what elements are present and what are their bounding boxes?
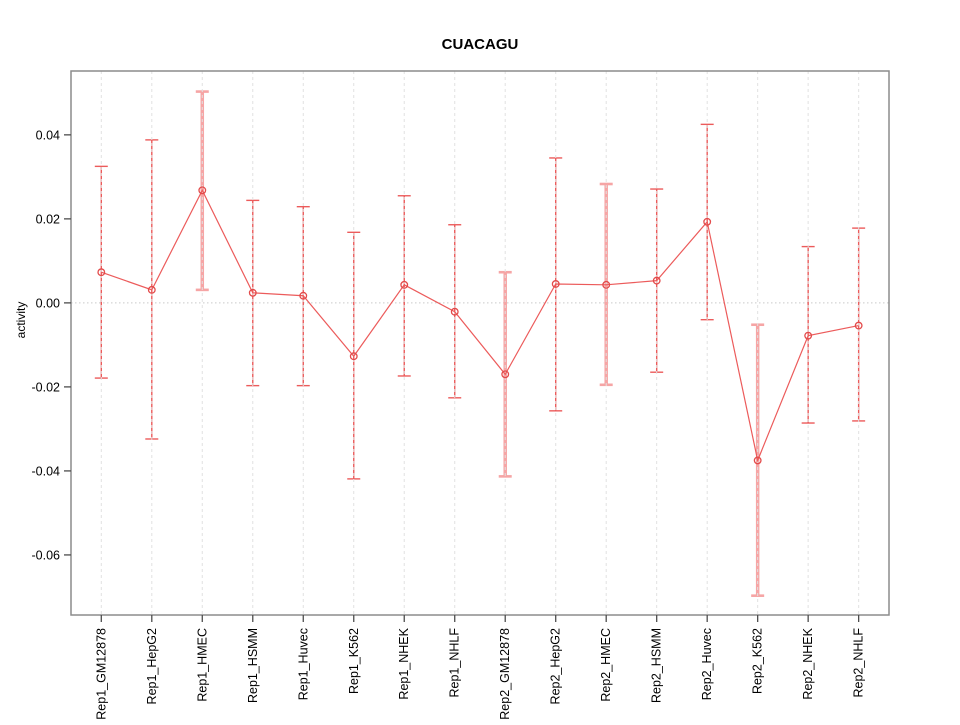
data-point-marker [147, 285, 156, 294]
x-tick-label: Rep2_HepG2 [549, 628, 563, 704]
data-line [101, 188, 859, 463]
data-point-marker [551, 280, 560, 288]
data-point-marker [804, 331, 813, 340]
data-point-marker [450, 307, 459, 316]
x-tick-label: Rep1_NHLF [448, 628, 462, 698]
x-tick-label: Rep1_GM12878 [94, 628, 108, 720]
data-point-marker [753, 456, 762, 465]
data-point-marker [602, 280, 611, 289]
x-tick-label: Rep2_NHEK [801, 627, 815, 699]
y-tick-label: 0.02 [36, 212, 60, 226]
data-point-marker [349, 352, 358, 361]
x-tick-label: Rep1_HSMM [246, 628, 260, 703]
y-tick-label: 0.00 [36, 296, 60, 310]
y-tick-label: -0.02 [32, 380, 61, 394]
data-point-marker [703, 217, 712, 226]
data-point-marker [652, 276, 661, 285]
chart-title: CUACAGU [442, 36, 519, 53]
data-point-marker [854, 321, 863, 330]
x-tick-label: Rep2_K562 [751, 628, 765, 694]
data-point-marker [248, 288, 257, 297]
x-tick-label: Rep2_NHLF [852, 628, 866, 698]
data-point-marker [198, 186, 207, 195]
plot-box [70, 70, 890, 616]
error-bar [397, 195, 411, 377]
y-tick-label: -0.06 [32, 548, 61, 562]
y-tick-label: 0.04 [36, 128, 60, 142]
y-axis-label: activity [14, 302, 28, 339]
data-point-marker [400, 280, 409, 289]
x-tick-label: Rep2_HSMM [650, 628, 664, 703]
x-tick-label: Rep1_Huvec [296, 628, 310, 700]
x-tick-label: Rep2_GM12878 [498, 628, 512, 720]
x-tick-label: Rep1_HMEC [195, 628, 209, 702]
data-point-marker [299, 291, 308, 300]
x-tick-label: Rep1_HepG2 [145, 628, 159, 704]
x-tick-label: Rep2_HMEC [599, 628, 613, 702]
data-point-marker [97, 268, 106, 277]
x-tick-label: Rep2_Huvec [700, 628, 714, 700]
x-tick-label: Rep1_NHEK [397, 627, 411, 699]
x-tick-label: Rep1_K562 [347, 628, 361, 694]
y-tick-label: -0.04 [32, 464, 61, 478]
chart-plot-area: 0.04 0.02 0.00 -0.02 -0.04 -0.06 Rep1_GM12878 R… [32, 70, 890, 720]
data-point-marker [501, 370, 510, 379]
